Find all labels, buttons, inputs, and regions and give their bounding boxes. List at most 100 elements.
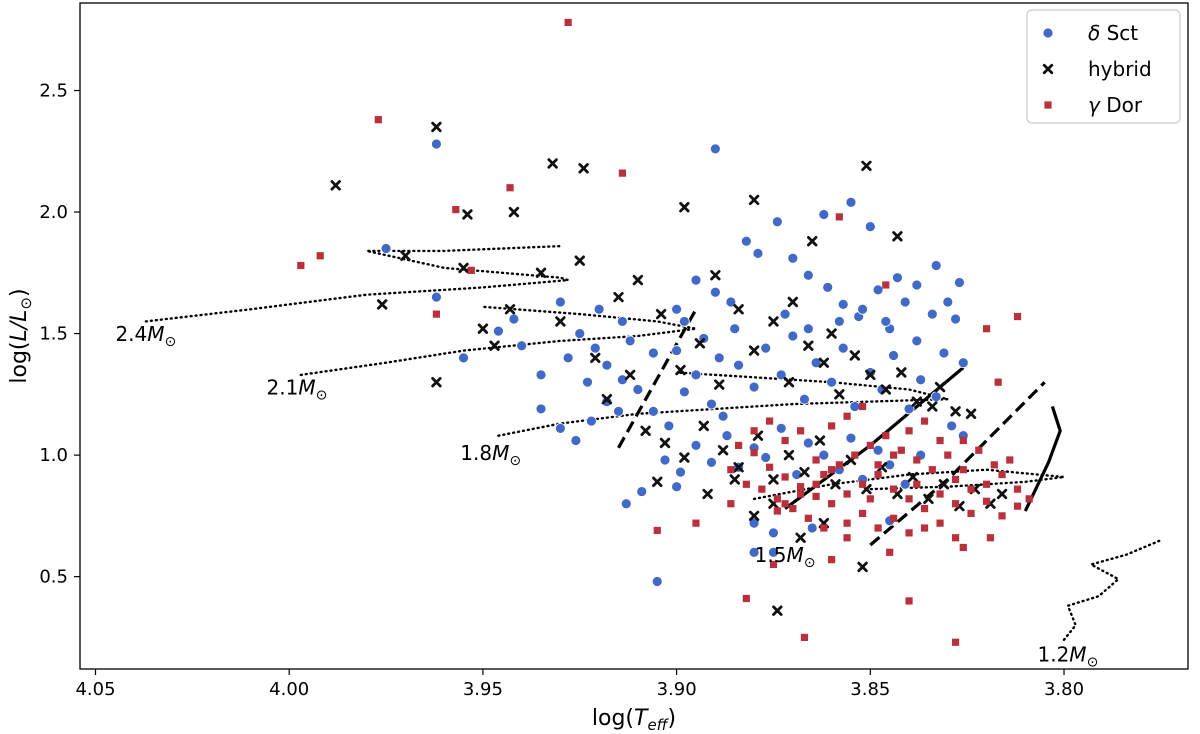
legend-frame — [1026, 9, 1181, 124]
point-gdor — [618, 169, 626, 177]
x-axis-label: log(Teff) — [592, 706, 676, 734]
point-hybrid — [714, 379, 725, 390]
point-hybrid — [376, 299, 388, 310]
point-dsct — [570, 435, 582, 446]
point-gdor — [843, 534, 851, 542]
y-tick-label: 2.5 — [39, 81, 68, 102]
point-gdor — [959, 436, 967, 445]
point-gdor — [858, 480, 867, 488]
point-dsct — [651, 576, 663, 587]
point-gdor — [913, 456, 921, 464]
point-dsct — [787, 330, 799, 342]
point-dsct — [729, 323, 741, 335]
point-dsct — [554, 296, 566, 308]
point-hybrid — [803, 340, 814, 351]
point-gdor — [692, 519, 700, 527]
point-hybrid — [613, 291, 624, 303]
point-gdor — [928, 466, 936, 474]
point-dsct — [930, 260, 942, 271]
point-dsct — [671, 481, 683, 493]
point-dsct — [725, 296, 737, 308]
point-gdor — [781, 473, 789, 481]
point-dsct — [957, 357, 969, 369]
point-dsct — [810, 357, 822, 369]
point-dsct — [706, 398, 717, 410]
point-gdor — [750, 427, 758, 435]
point-dsct — [802, 437, 814, 449]
point-hybrid — [655, 308, 667, 320]
point-gdor — [1013, 485, 1022, 493]
point-dsct — [950, 313, 961, 325]
point-gdor — [506, 184, 514, 192]
point-gdor — [765, 417, 774, 425]
point-gdor — [843, 412, 851, 420]
data-points-layer — [297, 18, 1033, 646]
point-hybrid — [911, 396, 923, 407]
point-gdor — [874, 524, 882, 532]
point-gdor — [866, 495, 874, 503]
point-gdor — [812, 456, 820, 464]
point-gdor — [998, 470, 1006, 479]
line-solid-middle — [784, 366, 965, 510]
point-hybrid — [768, 316, 779, 327]
point-gdor — [1006, 456, 1014, 464]
point-hybrid — [729, 474, 740, 485]
point-gdor — [773, 507, 781, 515]
point-dsct — [593, 303, 605, 315]
point-dsct — [647, 347, 659, 359]
point-dsct — [802, 323, 814, 335]
point-gdor — [986, 534, 995, 542]
point-dsct — [616, 374, 628, 386]
point-gdor — [781, 436, 789, 445]
point-dsct — [717, 410, 729, 422]
point-dsct — [775, 422, 787, 434]
mass-label: 1.8M⊙ — [460, 441, 521, 469]
point-dsct — [837, 342, 849, 354]
point-dsct — [709, 286, 721, 298]
point-dsct — [620, 498, 632, 510]
point-hybrid — [799, 466, 810, 478]
point-gdor — [982, 497, 991, 505]
point-gdor — [804, 514, 812, 522]
point-hybrid — [748, 510, 760, 522]
point-gdor — [998, 512, 1006, 520]
point-dsct — [516, 340, 528, 352]
point-dsct — [892, 272, 903, 284]
point-dsct — [806, 522, 818, 534]
point-dsct — [864, 221, 876, 233]
point-dsct — [954, 277, 965, 288]
point-dsct — [845, 432, 857, 444]
point-hybrid — [508, 206, 520, 218]
point-hybrid — [400, 250, 411, 261]
point-gdor — [820, 524, 828, 532]
point-hybrid — [787, 296, 799, 308]
point-dsct — [818, 449, 830, 461]
x-axis: 4.05 4.00 3.95 3.90 3.85 3.80 — [75, 669, 1084, 700]
point-hybrid — [578, 163, 589, 174]
legend-marker-square — [1044, 101, 1052, 109]
point-dsct — [837, 299, 849, 310]
point-dsct — [636, 486, 648, 497]
point-gdor — [936, 519, 944, 527]
y-tick-label: 1.5 — [39, 324, 68, 345]
point-gdor — [920, 417, 929, 425]
point-hybrid — [679, 452, 690, 463]
point-dsct — [880, 316, 892, 327]
point-gdor — [727, 466, 735, 474]
point-hybrid — [748, 345, 760, 356]
point-hybrid — [555, 316, 566, 327]
point-dsct — [915, 374, 927, 386]
point-hybrid — [717, 445, 729, 456]
point-dsct — [938, 347, 950, 359]
point-dsct — [458, 352, 469, 364]
point-hybrid — [547, 158, 558, 169]
point-hybrid — [431, 121, 442, 133]
point-gdor — [735, 441, 743, 449]
point-gdor — [432, 310, 441, 318]
mass-annotations-layer: 2.4M⊙ 2.1M⊙ 1.8M⊙ 1.5M⊙ 1.2M⊙ — [115, 322, 1098, 671]
point-hybrid — [504, 304, 516, 315]
point-dsct — [833, 316, 845, 327]
point-gdor — [827, 556, 836, 564]
point-dsct — [671, 345, 683, 356]
mass-label: 1.2M⊙ — [1037, 643, 1098, 671]
